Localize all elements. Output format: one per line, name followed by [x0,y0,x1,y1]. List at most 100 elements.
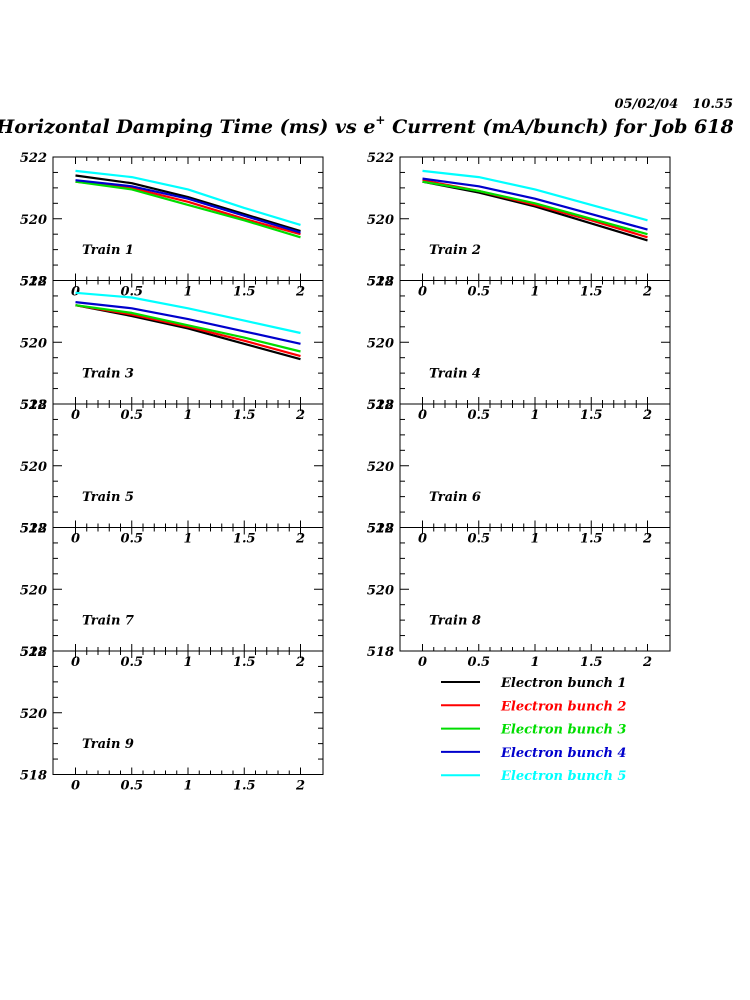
x-tick-label: 1 [183,408,192,423]
y-tick-label: 522 [20,398,47,413]
series-line-bunch-4 [75,301,301,345]
train-label: Train 8 [429,614,481,629]
y-tick-label: 518 [367,398,394,413]
legend: Electron bunch 1 Electron bunch 2 Electron… [441,676,626,784]
x-tick-label: 1 [530,655,539,670]
legend-item-bunch-2: Electron bunch 2 [441,699,626,714]
panel-train-6: 518 520 522 0 0.5 1 1.5 2 Train 6 [367,398,671,547]
y-tick-label: 522 [20,275,47,290]
train-label: Train 9 [82,737,134,752]
y-tick-label: 520 [20,460,47,475]
series-line-bunch-2 [75,304,301,358]
x-tick-label: 0.5 [120,532,143,547]
legend-label: Electron bunch 4 [500,746,626,761]
x-tick-label: 1.5 [233,655,256,670]
x-tick-label: 1 [183,532,192,547]
x-tick-label: 0 [418,285,427,300]
train-label: Train 1 [82,243,134,258]
panel-train-7: 518 520 522 0 0.5 1 1.5 2 Train 7 [20,522,324,670]
y-tick-label: 520 [20,213,47,228]
x-tick-label: 1.5 [580,532,603,547]
panel-train-8: 518 520 522 0 0.5 1 1.5 2 Train 8 [367,522,671,670]
legend-label: Electron bunch 1 [500,676,626,691]
train-label: Train 7 [82,614,134,629]
y-tick-label: 520 [20,583,47,598]
series-line-bunch-4 [422,177,648,231]
panel-train-4: 518 520 522 0 0.5 1 1.5 2 Train 4 [367,275,671,423]
figure-title: Horizontal Damping Time (ms) vs e+ Curre… [0,113,734,138]
series-line-bunch-3 [422,180,648,236]
y-tick-label: 520 [20,336,47,351]
x-tick-label: 0.5 [120,779,143,794]
x-tick-label: 0 [71,532,80,547]
x-tick-label: 2 [295,779,305,794]
y-tick-label: 520 [367,583,394,598]
y-tick-label: 522 [20,645,47,660]
x-tick-label: 0.5 [120,655,143,670]
panel-train-5: 518 520 522 0 0.5 1 1.5 2 Train 5 [20,398,324,547]
x-tick-label: 0 [418,655,427,670]
train-label: Train 6 [429,490,481,505]
panel-train-3: 518 520 522 0 0.5 1 1.5 2 Train 3 [20,275,324,423]
y-tick-label: 520 [367,336,394,351]
x-tick-label: 2 [642,655,652,670]
train-label: Train 4 [429,367,481,382]
x-tick-label: 0 [71,779,80,794]
x-tick-label: 0.5 [467,408,490,423]
panel-grid: 518 520 522 0 0.5 1 1.5 2 Train 1 518 520 522 0 0.5 1 1… [20,151,671,794]
x-tick-label: 1.5 [233,408,256,423]
x-tick-label: 1 [530,285,539,300]
legend-item-bunch-1: Electron bunch 1 [441,676,626,691]
x-tick-label: 1.5 [580,655,603,670]
y-tick-label: 522 [367,398,394,413]
x-tick-label: 1 [183,655,192,670]
legend-item-bunch-5: Electron bunch 5 [441,769,626,784]
series-line-bunch-3 [75,304,301,353]
legend-label: Electron bunch 5 [500,769,626,784]
train-label: Train 5 [82,490,134,505]
train-label: Train 3 [82,367,134,382]
legend-label: Electron bunch 3 [500,723,626,738]
x-tick-label: 2 [642,285,652,300]
x-tick-label: 0.5 [467,285,490,300]
panel-train-1: 518 520 522 0 0.5 1 1.5 2 Train 1 [20,151,324,300]
series-line-bunch-5 [75,291,301,335]
legend-label: Electron bunch 2 [500,699,626,714]
y-tick-label: 522 [20,151,47,166]
legend-item-bunch-3: Electron bunch 3 [441,723,626,738]
y-tick-label: 518 [367,645,394,660]
y-tick-label: 518 [20,275,47,290]
y-tick-label: 522 [367,275,394,290]
x-tick-label: 1 [183,285,192,300]
x-tick-label: 1.5 [580,408,603,423]
series-line-bunch-1 [75,174,301,233]
y-tick-label: 522 [20,522,47,537]
legend-item-bunch-4: Electron bunch 4 [441,746,626,761]
y-tick-label: 518 [20,522,47,537]
y-tick-label: 518 [367,275,394,290]
y-tick-label: 520 [367,213,394,228]
x-tick-label: 2 [295,408,305,423]
x-tick-label: 2 [295,285,305,300]
x-tick-label: 0 [418,532,427,547]
series-line-bunch-5 [422,169,648,222]
x-tick-label: 1.5 [233,285,256,300]
panel-train-2: 518 520 522 0 0.5 1 1.5 2 Train 2 [367,151,671,300]
x-tick-label: 2 [295,532,305,547]
x-tick-label: 1 [530,408,539,423]
x-tick-label: 2 [642,408,652,423]
y-tick-label: 520 [367,460,394,475]
y-tick-label: 522 [367,522,394,537]
series-line-bunch-4 [75,179,301,234]
y-tick-label: 520 [20,707,47,722]
y-tick-label: 518 [20,769,47,784]
x-tick-label: 2 [642,532,652,547]
y-tick-label: 518 [367,522,394,537]
timestamp: 05/02/04 10.55 [615,97,734,112]
x-tick-label: 0 [71,285,80,300]
x-tick-label: 0.5 [120,408,143,423]
x-tick-label: 1.5 [233,779,256,794]
series-line-bunch-3 [75,180,301,239]
x-tick-label: 0.5 [120,285,143,300]
